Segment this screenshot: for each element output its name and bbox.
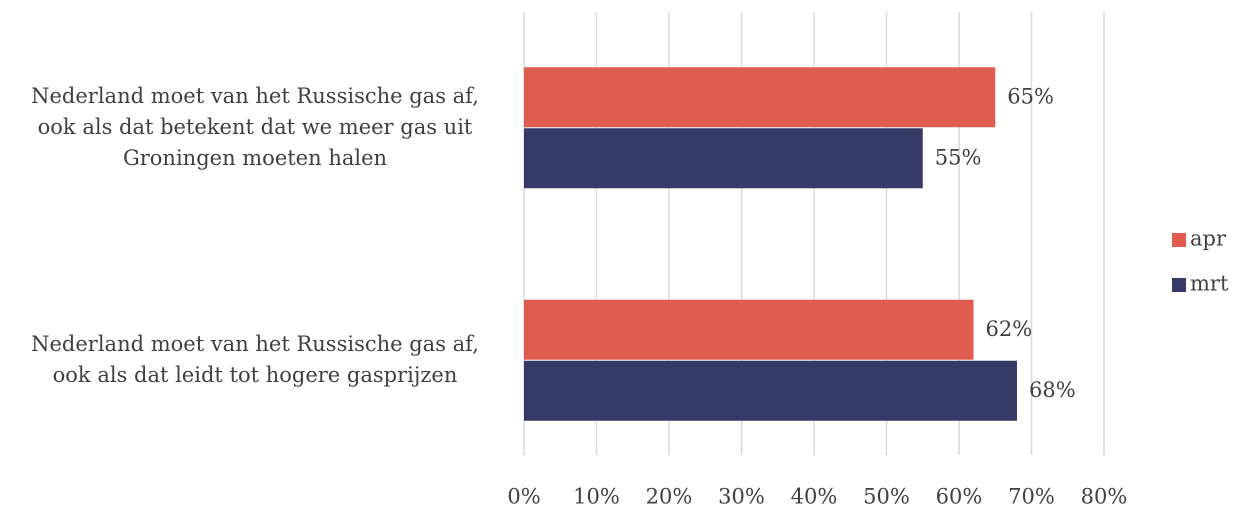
category-label: Groningen moeten halen (123, 146, 387, 170)
x-tick-label: 80% (1081, 485, 1128, 509)
x-tick-label: 40% (791, 485, 838, 509)
data-label: 65% (1007, 84, 1054, 108)
data-label: 55% (935, 145, 982, 169)
category-label: Nederland moet van het Russische gas af, (31, 84, 479, 108)
x-tick-label: 70% (1008, 485, 1055, 509)
category-label: ook als dat betekent dat we meer gas uit (38, 115, 473, 139)
x-tick-label: 0% (507, 485, 540, 509)
x-tick-label: 60% (936, 485, 983, 509)
category-label: Nederland moet van het Russische gas af, (31, 332, 479, 356)
data-label: 68% (1029, 378, 1076, 402)
x-tick-label: 10% (573, 485, 620, 509)
x-tick-label: 50% (863, 485, 910, 509)
x-tick-label: 30% (718, 485, 765, 509)
data-label: 62% (986, 317, 1033, 341)
legend-label: apr (1190, 227, 1227, 251)
x-tick-label: 20% (646, 485, 693, 509)
legend-swatch (1172, 278, 1186, 292)
category-label: ook als dat leidt tot hogere gasprijzen (53, 363, 458, 387)
bar (524, 67, 996, 128)
bar (524, 360, 1017, 421)
legend-swatch (1172, 233, 1186, 247)
bar (524, 299, 974, 360)
legend-label: mrt (1190, 272, 1229, 296)
bar (524, 128, 923, 189)
